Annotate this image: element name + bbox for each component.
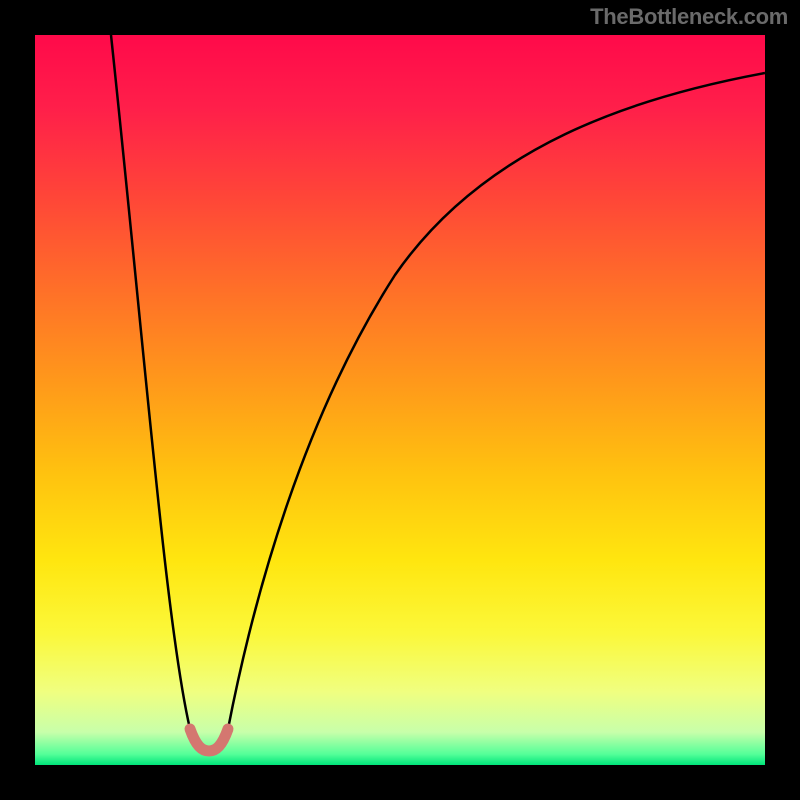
valley-u-marker [190, 729, 228, 751]
right-ascending-curve [228, 73, 765, 729]
watermark-text: TheBottleneck.com [590, 4, 788, 30]
left-descending-curve [111, 35, 190, 729]
curve-overlay [0, 0, 800, 800]
chart-container: TheBottleneck.com [0, 0, 800, 800]
plot-group [111, 35, 765, 751]
